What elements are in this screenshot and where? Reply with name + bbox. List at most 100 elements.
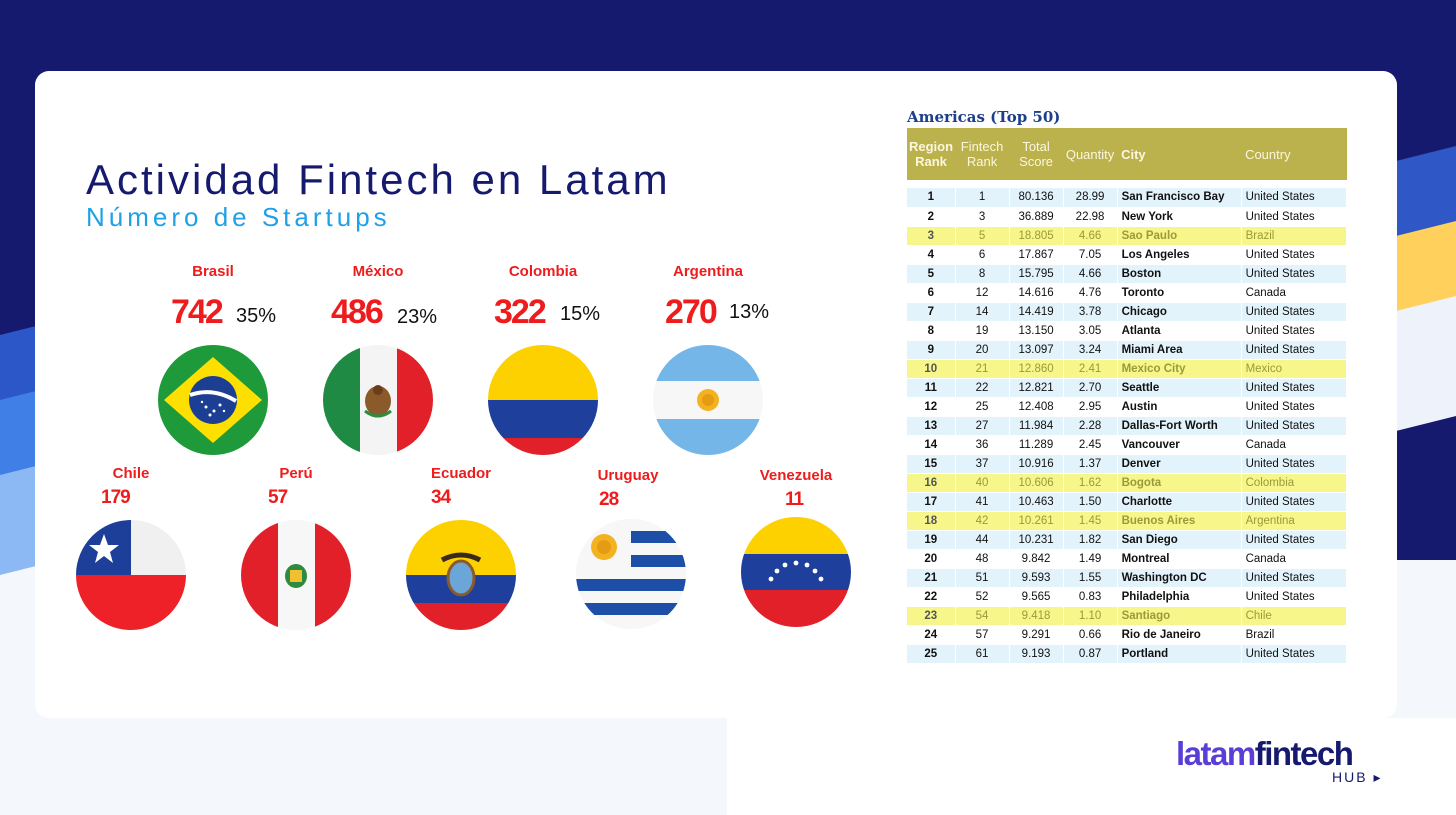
cell-quantity: 1.62 <box>1063 473 1118 493</box>
count-colombia: 322 <box>494 293 547 331</box>
cell-total-score: 10.231 <box>1009 530 1064 550</box>
table-row: 1 1 80.136 28.99 San Francisco Bay United Sta… <box>907 188 1348 208</box>
cell-quantity: 2.45 <box>1063 435 1118 455</box>
cell-region-rank: 25 <box>907 644 956 664</box>
cell-fintech-rank: 21 <box>955 359 1010 379</box>
cell-region-rank: 10 <box>907 359 956 379</box>
cell-fintech-rank: 14 <box>955 302 1010 322</box>
table-row: 17 41 10.463 1.50 Charlotte United States <box>907 492 1348 512</box>
cell-country: United States <box>1241 302 1348 322</box>
cell-fintech-rank: 1 <box>955 188 1010 208</box>
cell-fintech-rank: 51 <box>955 568 1010 588</box>
cell-fintech-rank: 8 <box>955 264 1010 284</box>
cell-city: San Francisco Bay <box>1117 188 1242 208</box>
cell-quantity: 1.55 <box>1063 568 1118 588</box>
chile-flag-icon <box>76 520 186 630</box>
latamfintech-logo: latamfintech <box>1176 735 1354 773</box>
cell-region-rank: 9 <box>907 340 956 360</box>
cell-country: United States <box>1241 321 1348 341</box>
table-row: 10 21 12.860 2.41 Mexico City Mexico <box>907 359 1348 379</box>
cell-quantity: 0.87 <box>1063 644 1118 664</box>
cell-fintech-rank: 41 <box>955 492 1010 512</box>
ranking-table: Region Rank Fintech Rank Total Score Qua… <box>907 128 1348 664</box>
cell-region-rank: 7 <box>907 302 956 322</box>
table-row: 23 54 9.418 1.10 Santiago Chile <box>907 606 1348 626</box>
country-name-brasil: Brasil <box>192 263 234 280</box>
cell-region-rank: 21 <box>907 568 956 588</box>
cell-quantity: 1.82 <box>1063 530 1118 550</box>
cell-total-score: 14.616 <box>1009 283 1064 303</box>
cell-city: Charlotte <box>1117 492 1242 512</box>
cell-total-score: 12.408 <box>1009 397 1064 417</box>
country-name-venezuela: Venezuela <box>759 467 833 484</box>
cell-quantity: 28.99 <box>1063 188 1118 208</box>
cell-city: Montreal <box>1117 549 1242 569</box>
cell-country: Colombia <box>1241 473 1348 493</box>
cell-fintech-rank: 48 <box>955 549 1010 569</box>
cell-fintech-rank: 37 <box>955 454 1010 474</box>
cell-quantity: 7.05 <box>1063 245 1118 265</box>
colombia-flag-icon <box>488 345 598 455</box>
cell-city: Austin <box>1117 397 1242 417</box>
cell-quantity: 2.70 <box>1063 378 1118 398</box>
cell-region-rank: 6 <box>907 283 956 303</box>
logo-text-hub: HUB ▸ <box>1332 769 1383 785</box>
count-brasil: 742 <box>171 293 224 331</box>
cell-country: United States <box>1241 530 1348 550</box>
cell-fintech-rank: 19 <box>955 321 1010 341</box>
cell-fintech-rank: 25 <box>955 397 1010 417</box>
ecuador-flag-icon <box>406 520 516 630</box>
table-row: 3 5 18.805 4.66 Sao Paulo Brazil <box>907 226 1348 246</box>
cell-country: Canada <box>1241 549 1348 569</box>
country-name-peru: Perú <box>279 465 313 482</box>
table-row: 25 61 9.193 0.87 Portland United States <box>907 644 1348 664</box>
cell-quantity: 1.10 <box>1063 606 1118 626</box>
cell-fintech-rank: 27 <box>955 416 1010 436</box>
country-name-chile: Chile <box>112 465 150 482</box>
country-name-uruguay: Uruguay <box>597 467 659 484</box>
slide-title: Actividad Fintech en Latam <box>86 156 671 203</box>
cell-region-rank: 3 <box>907 226 956 246</box>
cell-total-score: 17.867 <box>1009 245 1064 265</box>
cell-fintech-rank: 44 <box>955 530 1010 550</box>
cell-region-rank: 11 <box>907 378 956 398</box>
cell-quantity: 4.66 <box>1063 264 1118 284</box>
brazil-flag-icon <box>158 345 268 455</box>
table-row: 16 40 10.606 1.62 Bogota Colombia <box>907 473 1348 493</box>
logo-text-fintech: fintech <box>1254 735 1354 772</box>
cell-region-rank: 22 <box>907 587 956 607</box>
cell-country: United States <box>1241 188 1348 208</box>
venezuela-flag-icon <box>741 517 851 627</box>
table-row: 21 51 9.593 1.55 Washington DC United States <box>907 568 1348 588</box>
cell-fintech-rank: 5 <box>955 226 1010 246</box>
cell-city: Washington DC <box>1117 568 1242 588</box>
cell-total-score: 9.593 <box>1009 568 1064 588</box>
cell-country: Mexico <box>1241 359 1348 379</box>
cell-region-rank: 13 <box>907 416 956 436</box>
cell-country: United States <box>1241 378 1348 398</box>
cell-total-score: 14.419 <box>1009 302 1064 322</box>
table-row: 7 14 14.419 3.78 Chicago United States <box>907 302 1348 322</box>
table-row: 8 19 13.150 3.05 Atlanta United States <box>907 321 1348 341</box>
cell-region-rank: 4 <box>907 245 956 265</box>
header-fintech-rank: Fintech Rank <box>955 128 1010 180</box>
cell-quantity: 4.76 <box>1063 283 1118 303</box>
cell-city: Vancouver <box>1117 435 1242 455</box>
cell-quantity: 1.50 <box>1063 492 1118 512</box>
cell-city: Portland <box>1117 644 1242 664</box>
country-name-colombia: Colombia <box>508 263 578 280</box>
count-uruguay: 28 <box>599 489 619 510</box>
cell-country: United States <box>1241 587 1348 607</box>
cell-quantity: 22.98 <box>1063 207 1118 227</box>
table-row: 20 48 9.842 1.49 Montreal Canada <box>907 549 1348 569</box>
header-city: City <box>1117 128 1242 180</box>
country-name-argentina: Argentina <box>672 263 743 280</box>
cell-region-rank: 19 <box>907 530 956 550</box>
background-white-band <box>727 718 1456 815</box>
cell-city: Dallas-Fort Worth <box>1117 416 1242 436</box>
cell-country: Brazil <box>1241 226 1348 246</box>
cell-region-rank: 8 <box>907 321 956 341</box>
cell-country: United States <box>1241 568 1348 588</box>
cell-fintech-rank: 52 <box>955 587 1010 607</box>
cell-city: Miami Area <box>1117 340 1242 360</box>
